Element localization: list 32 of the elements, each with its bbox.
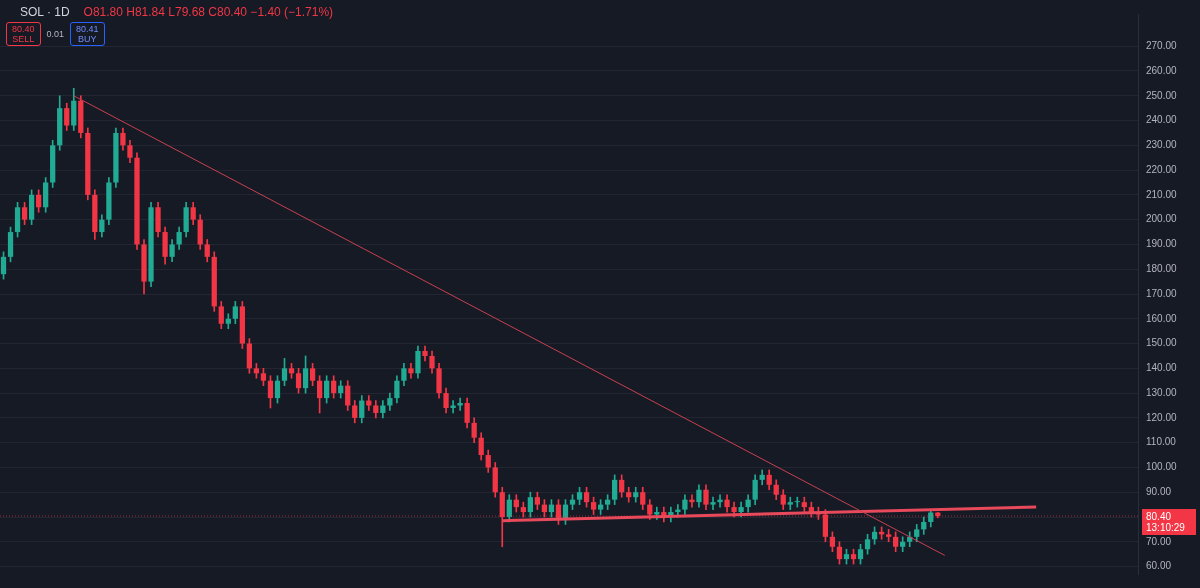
candlestick [457, 397, 463, 411]
annotation: 0.01 [46, 29, 65, 39]
y-tick-label: 240.00 [1146, 114, 1178, 126]
annotation: BUY [77, 34, 98, 44]
y-tick-label: 250.00 [1146, 89, 1178, 101]
y-tick-label: 160.00 [1146, 312, 1178, 324]
text: 13:10:29 [1146, 522, 1186, 534]
y-tick-label: 130.00 [1146, 386, 1178, 398]
y-tick-label: 60.00 [1146, 560, 1172, 572]
y-tick-label: 140.00 [1146, 362, 1178, 374]
y-tick-label: 180.00 [1146, 262, 1178, 274]
y-tick-label: 100.00 [1146, 461, 1178, 473]
annotation: 80.40 [12, 24, 35, 34]
y-tick-label: 190.00 [1146, 238, 1178, 250]
y-tick-label: 210.00 [1146, 188, 1178, 200]
y-tick-label: 120.00 [1146, 411, 1178, 423]
y-tick-label: 90.00 [1146, 485, 1172, 497]
annotation: SELL [12, 34, 35, 44]
y-tick-label: 200.00 [1146, 213, 1178, 225]
y-tick-label: 220.00 [1146, 163, 1178, 175]
annotation: O81.80 H81.84 L79.68 C80.40 −1.40 (−1.71%) [83, 5, 334, 19]
y-tick-label: 270.00 [1146, 39, 1178, 51]
y-tick-label: 230.00 [1146, 139, 1178, 151]
y-tick-label: 110.00 [1146, 436, 1177, 448]
y-tick-label: 260.00 [1146, 64, 1178, 76]
ref-line-label: 80.40 [1146, 511, 1173, 523]
y-tick-label: 150.00 [1146, 337, 1178, 349]
annotation: 80.41 [76, 24, 99, 34]
chart-title: SOL · 1D [20, 5, 70, 19]
y-tick-label: 170.00 [1146, 287, 1178, 299]
y-tick-label: 70.00 [1146, 535, 1172, 547]
candlestick [710, 496, 716, 510]
